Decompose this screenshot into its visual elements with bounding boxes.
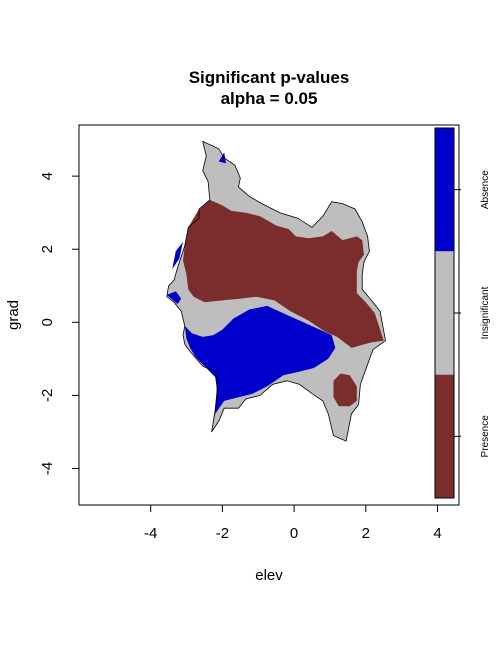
y-tick-label: 2 xyxy=(39,245,56,253)
region-absence-0 xyxy=(184,305,336,432)
region-presence-1 xyxy=(333,373,357,407)
x-tick-label: -2 xyxy=(216,525,229,542)
region-absence-2 xyxy=(172,241,183,270)
legend-swatch-insignificant xyxy=(435,251,454,375)
region-absence-1 xyxy=(166,291,182,304)
plot-area xyxy=(166,140,386,442)
x-tick-label: 2 xyxy=(362,525,370,542)
chart-title: Significant p-values xyxy=(189,68,350,87)
y-tick-label: 0 xyxy=(39,318,56,326)
y-axis-label: grad xyxy=(5,300,22,330)
x-axis: -4 -2 0 2 4 xyxy=(144,504,442,542)
legend-swatch-presence xyxy=(435,374,454,498)
region-presence-0 xyxy=(183,199,384,348)
x-tick-label: 4 xyxy=(433,525,441,542)
y-tick-label: 4 xyxy=(39,172,56,180)
region-absence-3 xyxy=(218,152,226,164)
legend-swatch-absence xyxy=(435,128,454,252)
region-boundary xyxy=(166,140,386,442)
legend-label-absence: Absence xyxy=(480,170,491,209)
y-axis: -4 -2 0 2 4 xyxy=(39,172,80,475)
chart-subtitle: alpha = 0.05 xyxy=(221,89,318,108)
legend-label-insignificant: Insignificant xyxy=(480,286,491,339)
x-tick-label: -4 xyxy=(144,525,157,542)
legend-label-presence: Presence xyxy=(480,415,491,458)
legend: Absence Insignificant Presence xyxy=(434,127,491,499)
x-axis-label: elev xyxy=(255,567,283,584)
y-tick-label: -2 xyxy=(39,389,56,402)
x-tick-label: 0 xyxy=(290,525,298,542)
y-tick-label: -4 xyxy=(39,462,56,475)
